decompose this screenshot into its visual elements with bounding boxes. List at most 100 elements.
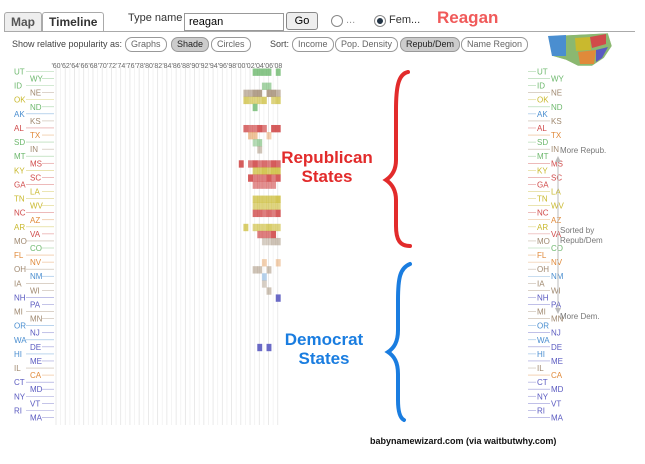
state-label: NC	[14, 209, 26, 218]
popularity-cell	[257, 96, 263, 105]
state-label: NE	[30, 89, 41, 98]
gender-radio-1[interactable]	[331, 15, 343, 27]
popularity-cell	[275, 68, 281, 76]
state-label: NM	[551, 272, 564, 281]
popularity-cell	[257, 174, 263, 182]
popularity-cell	[266, 160, 272, 168]
state-label: CO	[551, 244, 563, 253]
popularity-cell	[257, 167, 263, 175]
state-label: HI	[14, 350, 22, 359]
state-label: CO	[30, 244, 42, 253]
sort-density-button[interactable]: Pop. Density	[335, 37, 399, 52]
source-credit: babynamewizard.com (via waitbutwhy.com)	[370, 436, 557, 446]
popularity-cell	[257, 230, 263, 239]
year-tick-label: '78	[135, 63, 144, 70]
popularity-cell	[266, 89, 272, 98]
popularity-cell	[266, 202, 272, 210]
popularity-cell	[266, 223, 272, 232]
popularity-cell	[275, 195, 281, 203]
popularity-cell	[266, 68, 272, 76]
popularity-cell	[261, 174, 267, 182]
popularity-cell	[257, 195, 263, 203]
state-label: CT	[14, 378, 25, 387]
state-label: MD	[30, 385, 43, 394]
state-label: CT	[537, 378, 548, 387]
tab-divider	[4, 31, 635, 32]
state-label: HI	[537, 350, 545, 359]
gender-radio-female-label: Fem...	[389, 14, 421, 26]
state-labels-left: UT WY ID NE OK ND AK KS AL TX SD IN MT MS KY SC GA LA TN WV…	[14, 68, 54, 422]
popularity-cell	[261, 195, 267, 203]
popularity-cell	[252, 89, 258, 98]
popularity-cell	[275, 124, 281, 133]
year-tick-label: '06	[264, 63, 273, 70]
popularity-cell	[248, 174, 253, 182]
year-tick-label: '80	[144, 63, 153, 70]
popularity-cell	[275, 209, 281, 218]
name-input[interactable]	[184, 13, 284, 31]
popularity-cell	[243, 223, 249, 232]
popularity-cell	[261, 82, 267, 90]
popularity-cell	[252, 124, 258, 133]
popularity-cell	[261, 280, 267, 288]
popularity-cell	[275, 160, 281, 168]
go-button[interactable]: Go	[286, 12, 318, 30]
popularity-cell	[257, 68, 263, 76]
state-label: MN	[551, 315, 564, 324]
state-label: GA	[537, 180, 549, 189]
show-circles-button[interactable]: Circles	[211, 37, 251, 52]
state-label: AK	[537, 110, 548, 119]
popularity-cell	[271, 181, 277, 189]
tab-map[interactable]: Map	[4, 12, 42, 31]
state-label: MI	[14, 308, 23, 317]
popularity-cell	[257, 209, 263, 218]
sort-repub-dem-button[interactable]: Repub/Dem	[400, 37, 461, 52]
state-label: OR	[537, 322, 549, 331]
show-graphs-button[interactable]: Graphs	[125, 37, 167, 52]
state-label: SD	[14, 138, 25, 147]
popularity-cell	[248, 96, 253, 105]
state-label: SD	[537, 138, 548, 147]
gender-radio-1-label: ...	[346, 14, 356, 26]
sort-name-region-button[interactable]: Name Region	[461, 37, 529, 52]
state-label: OH	[537, 265, 549, 274]
republican-states-annotation: Republican States	[281, 148, 373, 186]
popularity-cell	[261, 223, 267, 232]
popularity-cell	[243, 89, 249, 98]
popularity-cell	[257, 139, 263, 147]
state-label: VA	[30, 230, 41, 239]
state-label: PA	[551, 300, 562, 309]
state-label: VT	[30, 399, 40, 408]
state-label: WA	[537, 336, 550, 345]
us-map-icon[interactable]	[547, 32, 613, 67]
popularity-cell	[257, 146, 263, 154]
popularity-cell	[275, 223, 281, 232]
popularity-cell	[266, 195, 272, 203]
state-label: NY	[14, 392, 26, 401]
year-tick-label: '74	[116, 63, 125, 70]
more-dem-label: More Dem.	[560, 312, 600, 321]
state-label: MA	[30, 413, 43, 422]
tab-timeline[interactable]: Timeline	[42, 12, 105, 31]
state-label: AZ	[551, 216, 561, 225]
state-label: WY	[551, 75, 565, 84]
year-tick-label: '70	[98, 63, 107, 70]
show-shade-button[interactable]: Shade	[171, 37, 210, 52]
popularity-cell	[257, 160, 263, 168]
year-tick-label: '92	[199, 63, 208, 70]
popularity-cell	[243, 124, 249, 133]
state-label: WI	[551, 286, 561, 295]
state-label: TN	[14, 195, 25, 204]
popularity-cell	[271, 96, 277, 105]
gender-radio-female[interactable]	[374, 15, 386, 27]
state-label: AL	[537, 124, 547, 133]
popularity-cell	[261, 209, 267, 218]
popularity-cell	[266, 343, 272, 352]
sort-label: Sort:	[270, 39, 290, 49]
popularity-cell	[271, 202, 277, 210]
year-tick-label: '96	[218, 63, 227, 70]
state-label: OR	[14, 322, 26, 331]
sort-income-button[interactable]: Income	[292, 37, 334, 52]
state-label: DE	[30, 343, 41, 352]
